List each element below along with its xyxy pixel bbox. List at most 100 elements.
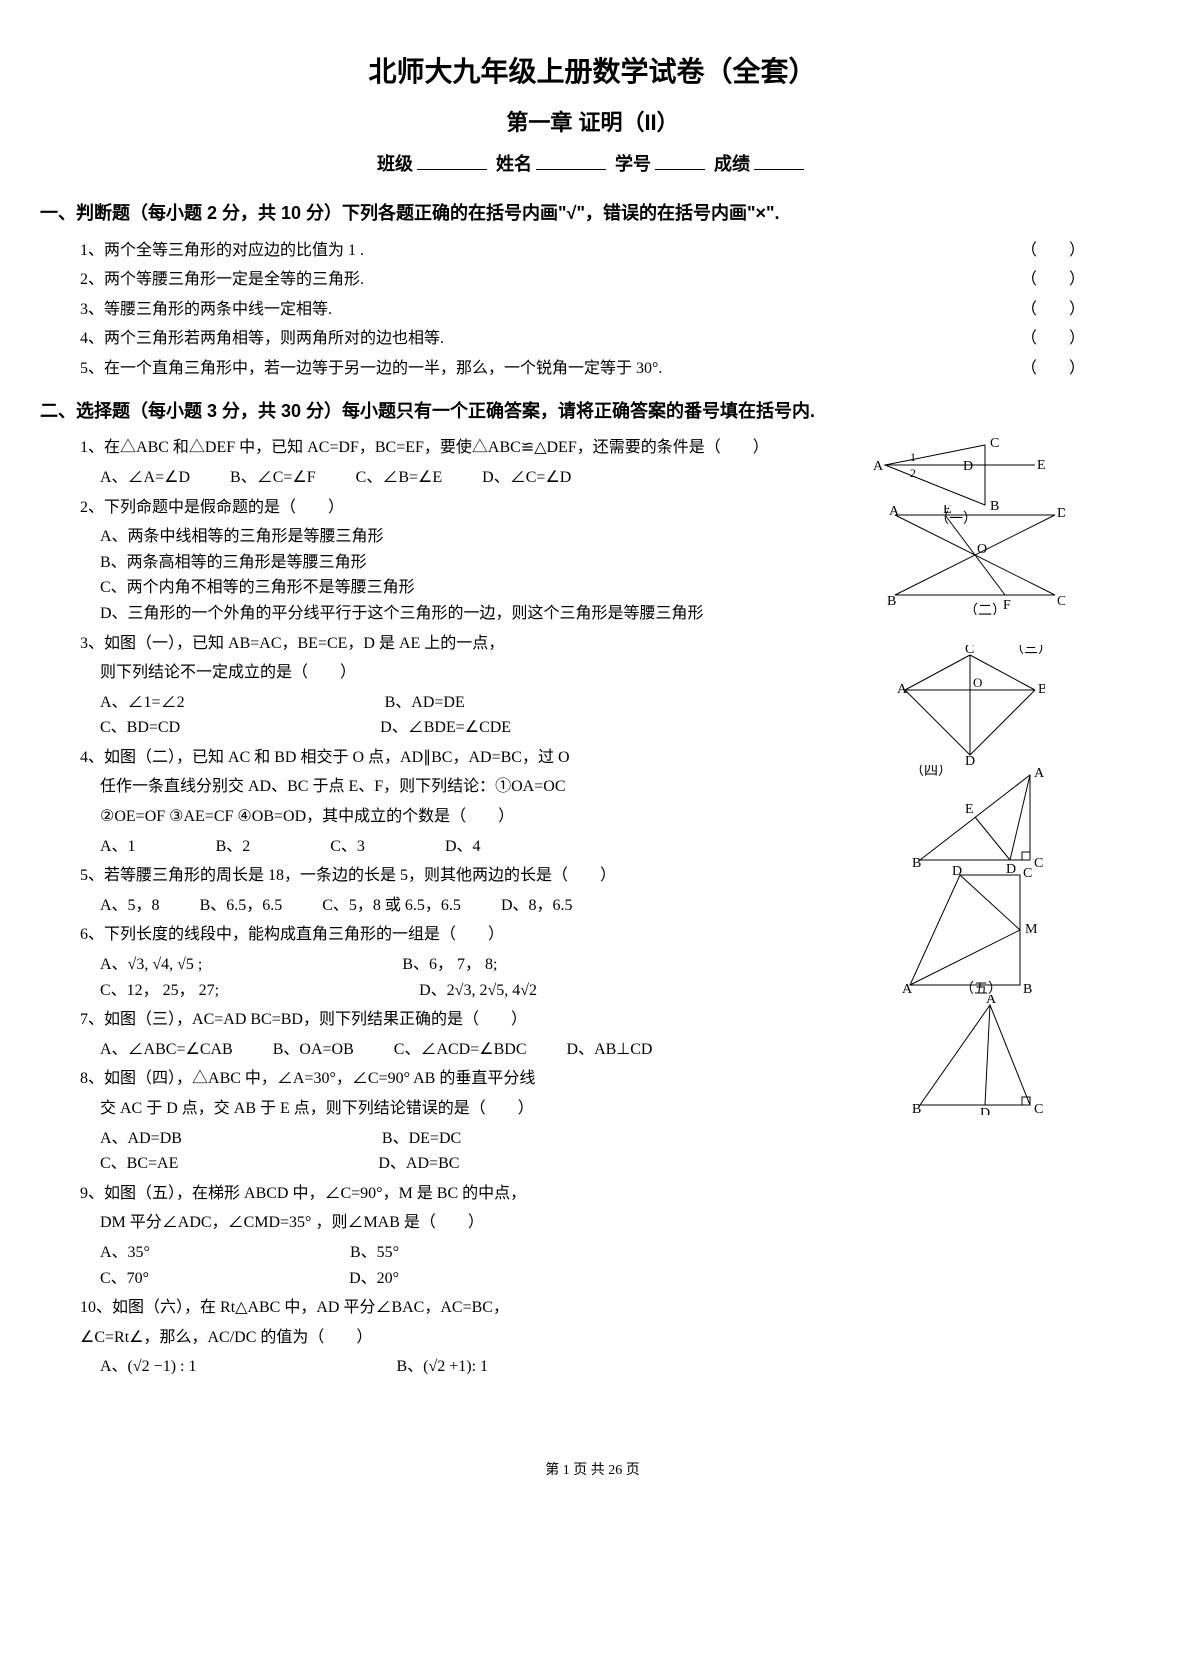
mc4-a[interactable]: A、1 bbox=[100, 834, 136, 860]
j3-paren[interactable]: （ ） bbox=[1021, 297, 1085, 323]
mc3-c[interactable]: C、BD=CD bbox=[100, 715, 180, 741]
mc5-stem: 若等腰三角形的周长是 18，一条边的长是 5，则其他两边的长是（ ） bbox=[104, 867, 616, 884]
mc4-n: 4 bbox=[80, 749, 88, 766]
mc10-b[interactable]: B、(√2 +1): 1 bbox=[396, 1354, 488, 1380]
mc4-stem2: 任作一条直线分别交 AD、BC 于点 E、F，则下列结论：①OA=OC bbox=[100, 774, 1105, 800]
mc7-n: 7 bbox=[80, 1011, 88, 1028]
mc9-c[interactable]: C、70° bbox=[100, 1266, 149, 1292]
mc9-opts1: A、35° B、55° bbox=[100, 1240, 1105, 1266]
svg-text:（五）: （五） bbox=[960, 981, 1002, 995]
mc4-c[interactable]: C、3 bbox=[330, 834, 365, 860]
blank-class[interactable] bbox=[417, 151, 487, 170]
mc1-stem: 在△ABC 和△DEF 中，已知 AC=DF，BC=EF，要使△ABC≌△DEF… bbox=[104, 439, 769, 456]
label-score: 成绩 bbox=[714, 154, 750, 174]
mc5-a[interactable]: A、5，8 bbox=[100, 893, 160, 919]
mc5-c[interactable]: C、5，8 或 6.5，6.5 bbox=[322, 893, 461, 919]
mc3-a[interactable]: A、∠1=∠2 bbox=[100, 690, 185, 716]
mc8-stem: 如图（四），△ABC 中，∠A=30°，∠C=90° AB 的垂直平分线 bbox=[104, 1070, 535, 1087]
mc8-c[interactable]: C、BC=AE bbox=[100, 1151, 178, 1177]
j4-paren[interactable]: （ ） bbox=[1021, 326, 1085, 352]
mc8-n: 8 bbox=[80, 1070, 88, 1087]
mc4: 4、如图（二），已知 AC 和 BD 相交于 O 点，AD∥BC，AD=BC，过… bbox=[80, 745, 1105, 771]
mc9-opts2: C、70° D、20° bbox=[100, 1266, 1105, 1292]
svg-text:B: B bbox=[1023, 982, 1032, 995]
mc6-d[interactable]: D、2√3, 2√5, 4√2 bbox=[419, 978, 537, 1004]
mc3-b[interactable]: B、AD=DE bbox=[385, 690, 465, 716]
mc10-opts: A、(√2 −1) : 1 B、(√2 +1): 1 bbox=[100, 1354, 1105, 1380]
svg-text:A: A bbox=[986, 995, 997, 1007]
blank-name[interactable] bbox=[536, 151, 606, 170]
svg-text:（二）: （二） bbox=[964, 603, 1006, 615]
mc7-stem: 如图（三），AC=AD BC=BD，则下列结果正确的是（ ） bbox=[104, 1011, 527, 1028]
j5-text: 5、在一个直角三角形中，若一边等于另一边的一半，那么，一个锐角一定等于 30°. bbox=[80, 360, 662, 377]
mc4-stem: 如图（二），已知 AC 和 BD 相交于 O 点，AD∥BC，AD=BC，过 O bbox=[104, 749, 570, 766]
mc6-b[interactable]: B、6， 7， 8; bbox=[402, 952, 497, 978]
mc8: 8、如图（四），△ABC 中，∠A=30°，∠C=90° AB 的垂直平分线 bbox=[80, 1066, 1105, 1092]
mc8-opts2: C、BC=AE D、AD=BC bbox=[100, 1151, 1105, 1177]
mc8-stem2: 交 AC 于 D 点，交 AB 于 E 点，则下列结论错误的是（ ） bbox=[100, 1096, 1105, 1122]
mc6-a[interactable]: A、√3, √4, √5 ; bbox=[100, 952, 202, 978]
mc10-a[interactable]: A、(√2 −1) : 1 bbox=[100, 1354, 196, 1380]
mc1-b[interactable]: B、∠C=∠F bbox=[230, 465, 316, 491]
mc2-stem: 下列命题中是假命题的是（ ） bbox=[104, 499, 344, 516]
mc9-d[interactable]: D、20° bbox=[349, 1266, 399, 1292]
mc1-c[interactable]: C、∠B=∠E bbox=[356, 465, 443, 491]
mc1-d[interactable]: D、∠C=∠D bbox=[482, 465, 571, 491]
j1-paren[interactable]: （ ） bbox=[1021, 238, 1085, 264]
mc8-a[interactable]: A、AD=DB bbox=[100, 1126, 182, 1152]
j5: 5、在一个直角三角形中，若一边等于另一边的一半，那么，一个锐角一定等于 30°.… bbox=[80, 356, 1105, 382]
mc9-a[interactable]: A、35° bbox=[100, 1240, 150, 1266]
j2-text: 2、两个等腰三角形一定是全等的三角形. bbox=[80, 271, 364, 288]
mc5-d[interactable]: D、8，6.5 bbox=[501, 893, 573, 919]
mc5-b[interactable]: B、6.5，6.5 bbox=[200, 893, 283, 919]
mc7: 7、如图（三），AC=AD BC=BD，则下列结果正确的是（ ） bbox=[80, 1007, 1105, 1033]
mc8-b[interactable]: B、DE=DC bbox=[382, 1126, 461, 1152]
mc1-n: 1 bbox=[80, 439, 88, 456]
mc6-stem: 下列长度的线段中，能构成直角三角形的一组是（ ） bbox=[104, 926, 504, 943]
mc9-b[interactable]: B、55° bbox=[350, 1240, 399, 1266]
mc8-opts1: A、AD=DB B、DE=DC bbox=[100, 1126, 1105, 1152]
j4-text: 4、两个三角形若两角相等，则两角所对的边也相等. bbox=[80, 330, 444, 347]
title-main: 北师大九年级上册数学试卷（全套） bbox=[80, 50, 1105, 95]
mc7-c[interactable]: C、∠ACD=∠BDC bbox=[394, 1037, 527, 1063]
mc6-c[interactable]: C、12， 25， 27; bbox=[100, 978, 219, 1004]
mc1: 1、在△ABC 和△DEF 中，已知 AC=DF，BC=EF，要使△ABC≌△D… bbox=[80, 435, 1105, 461]
blank-score[interactable] bbox=[754, 151, 804, 170]
svg-text:O: O bbox=[977, 542, 987, 557]
mc6: 6、下列长度的线段中，能构成直角三角形的一组是（ ） bbox=[80, 922, 1105, 948]
j3: 3、等腰三角形的两条中线一定相等.（ ） bbox=[80, 297, 1105, 323]
svg-text:2: 2 bbox=[910, 466, 916, 480]
header-line: 班级 姓名 学号 成绩 bbox=[80, 150, 1105, 179]
mc8-d[interactable]: D、AD=BC bbox=[378, 1151, 459, 1177]
mc1-a[interactable]: A、∠A=∠D bbox=[100, 465, 190, 491]
svg-text:A: A bbox=[902, 982, 913, 995]
mc5-n: 5 bbox=[80, 867, 88, 884]
mc3-d[interactable]: D、∠BDE=∠CDE bbox=[380, 715, 511, 741]
j2: 2、两个等腰三角形一定是全等的三角形. （ ） bbox=[80, 267, 1105, 293]
svg-text:B: B bbox=[887, 594, 896, 609]
label-id: 学号 bbox=[615, 154, 651, 174]
mc4-d[interactable]: D、4 bbox=[445, 834, 481, 860]
label-class: 班级 bbox=[377, 154, 413, 174]
mc9-stem: 如图（五），在梯形 ABCD 中，∠C=90°，M 是 BC 的中点， bbox=[104, 1185, 526, 1202]
j1-text: 1、两个全等三角形的对应边的比值为 1 . bbox=[80, 242, 364, 259]
mc7-b[interactable]: B、OA=OB bbox=[273, 1037, 354, 1063]
j5-paren[interactable]: （ ） bbox=[1021, 356, 1085, 382]
j2-paren[interactable]: （ ） bbox=[1021, 267, 1085, 293]
mc4-b[interactable]: B、2 bbox=[216, 834, 251, 860]
blank-id[interactable] bbox=[655, 151, 705, 170]
mc3-stem2: 则下列结论不一定成立的是（ ） bbox=[100, 660, 1105, 686]
mc3-stem: 如图（一），已知 AB=AC，BE=CE，D 是 AE 上的一点， bbox=[104, 635, 504, 652]
svg-text:A: A bbox=[873, 459, 884, 474]
label-name: 姓名 bbox=[496, 154, 532, 174]
mc9-stem2: DM 平分∠ADC，∠CMD=35° ，则∠MAB 是（ ） bbox=[100, 1210, 1105, 1236]
mc3-n: 3 bbox=[80, 635, 88, 652]
mc3: 3、如图（一），已知 AB=AC，BE=CE，D 是 AE 上的一点， bbox=[80, 631, 1105, 657]
mc9: 9、如图（五），在梯形 ABCD 中，∠C=90°，M 是 BC 的中点， bbox=[80, 1181, 1105, 1207]
mc5: 5、若等腰三角形的周长是 18，一条边的长是 5，则其他两边的长是（ ） bbox=[80, 863, 1105, 889]
mc7-a[interactable]: A、∠ABC=∠CAB bbox=[100, 1037, 233, 1063]
mc4-stem3: ②OE=OF ③AE=CF ④OB=OD，其中成立的个数是（ ） bbox=[100, 804, 1105, 830]
mc7-d[interactable]: D、AB⊥CD bbox=[567, 1037, 653, 1063]
mc10: 10、如图（六），在 Rt△ABC 中，AD 平分∠BAC，AC=BC， bbox=[80, 1295, 1105, 1321]
mc2-n: 2 bbox=[80, 499, 88, 516]
